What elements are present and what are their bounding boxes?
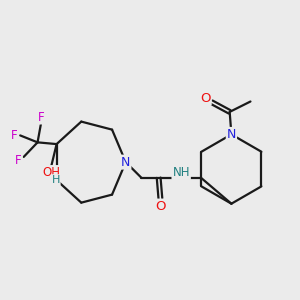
Text: F: F	[11, 129, 17, 142]
Text: O: O	[155, 200, 166, 213]
Text: OH: OH	[42, 166, 60, 179]
Text: F: F	[15, 154, 22, 167]
Text: NH: NH	[172, 166, 190, 179]
Text: N: N	[227, 128, 236, 141]
Text: O: O	[200, 92, 211, 104]
Text: F: F	[38, 111, 44, 124]
Text: H: H	[51, 175, 60, 185]
Text: N: N	[121, 156, 130, 169]
